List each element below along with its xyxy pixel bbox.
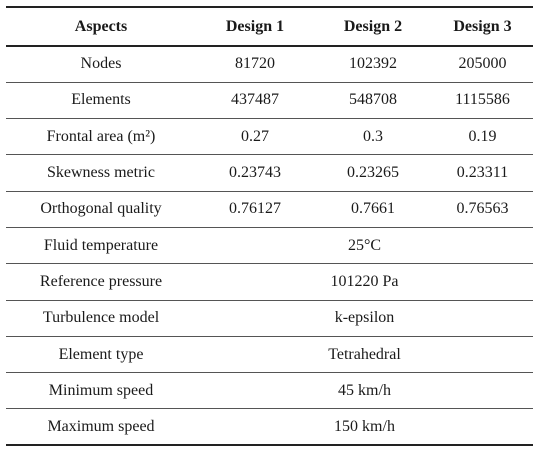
header-design-1: Design 1	[225, 17, 285, 35]
table-row: Maximum speed 150 km/h	[6, 409, 533, 446]
header-aspects: Aspects	[74, 17, 128, 35]
comparison-table-container: Aspects Design 1 Design 2 Design 3 Nodes…	[6, 6, 533, 446]
cell-design-3: 0.76563	[456, 200, 509, 218]
cell-design-2: 0.7661	[351, 200, 395, 218]
table-row: Skewness metric 0.23743 0.23265 0.23311	[6, 155, 533, 192]
cell-design-2: 102392	[349, 55, 397, 73]
row-label: Turbulence model	[42, 309, 160, 327]
header-design-2: Design 2	[343, 17, 403, 35]
row-label: Minimum speed	[48, 381, 154, 399]
table-row: Minimum speed 45 km/h	[6, 373, 533, 409]
cell-design-3: 205000	[458, 55, 507, 73]
table-row: Turbulence model k-epsilon	[6, 300, 533, 337]
header-design-3: Design 3	[453, 17, 512, 35]
cell-shared-value: 45 km/h	[338, 381, 391, 399]
row-label: Reference pressure	[39, 272, 163, 290]
table-row: Elements 437487 548708 1115586	[6, 82, 533, 119]
cell-shared-value: 25°C	[347, 236, 382, 254]
row-label: Element type	[58, 345, 144, 363]
header-row: Aspects Design 1 Design 2 Design 3	[6, 7, 533, 46]
cell-shared-value: 101220 Pa	[330, 272, 399, 290]
cell-design-3: 1115586	[455, 91, 510, 109]
row-label: Skewness metric	[47, 164, 155, 182]
cell-design-2: 0.3	[363, 127, 383, 145]
row-label: Fluid temperature	[43, 236, 159, 254]
row-label: Orthogonal quality	[40, 200, 162, 218]
table-row: Reference pressure 101220 Pa	[6, 264, 533, 301]
cell-shared-value: 150 km/h	[334, 417, 395, 435]
row-label: Maximum speed	[47, 417, 155, 435]
table-body: Nodes 81720 102392 205000 Elements 43748…	[6, 46, 533, 446]
row-label: Frontal area (m²)	[46, 127, 156, 145]
cell-design-2: 548708	[349, 91, 397, 109]
cell-shared-value: k-epsilon	[334, 309, 395, 327]
cell-design-1: 0.23743	[229, 164, 281, 182]
cell-shared-value: Tetrahedral	[328, 345, 401, 363]
table-header: Aspects Design 1 Design 2 Design 3	[6, 7, 533, 46]
cell-design-1: 0.76127	[229, 200, 281, 218]
table-row: Element type Tetrahedral	[6, 336, 533, 373]
row-label: Elements	[71, 91, 131, 109]
table-row: Frontal area (m²) 0.27 0.3 0.19	[6, 119, 533, 155]
cell-design-3: 0.19	[468, 127, 497, 145]
cell-design-1: 437487	[231, 91, 279, 109]
table-row: Fluid temperature 25°C	[6, 227, 533, 264]
cell-design-1: 81720	[235, 55, 275, 73]
row-label: Nodes	[80, 55, 122, 73]
table-row: Orthogonal quality 0.76127 0.7661 0.7656…	[6, 191, 533, 228]
cell-design-3: 0.23311	[456, 164, 509, 182]
cell-design-2: 0.23265	[347, 164, 399, 182]
cell-design-1: 0.27	[241, 127, 269, 145]
table-row: Nodes 81720 102392 205000	[6, 46, 533, 83]
design-comparison-table: Aspects Design 1 Design 2 Design 3 Nodes…	[6, 6, 533, 446]
